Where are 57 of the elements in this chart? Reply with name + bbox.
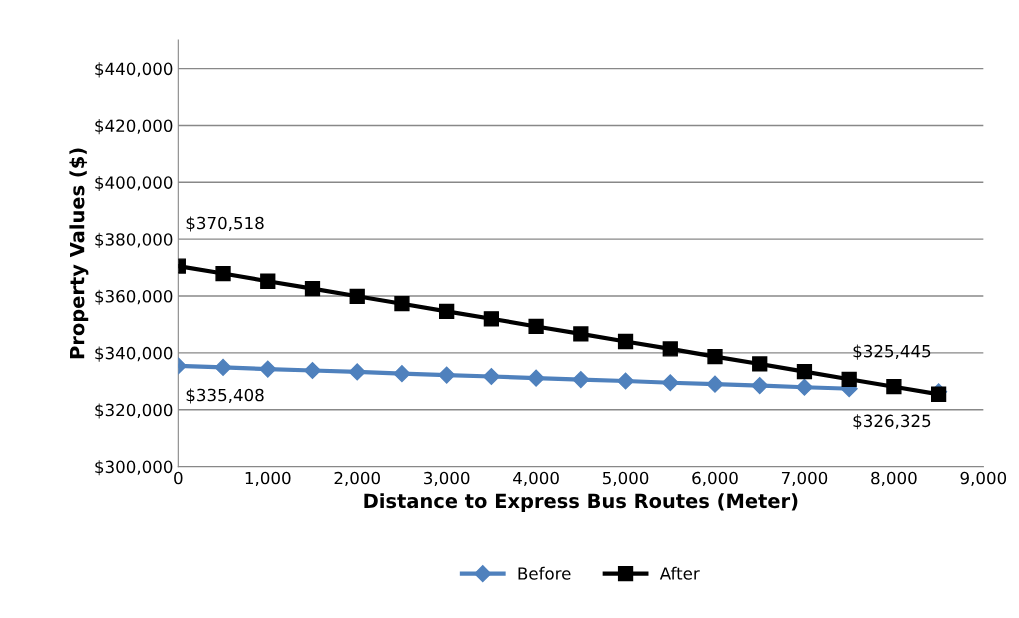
data-label: $335,408 xyxy=(186,388,264,404)
point xyxy=(707,348,723,365)
point xyxy=(930,386,947,402)
point xyxy=(438,366,456,384)
x-axis-title: Distance to Express Bus Routes (Meter) xyxy=(364,493,798,512)
x-tick-label: 6,000 xyxy=(692,471,738,487)
x-tick-label: 4,000 xyxy=(513,471,559,487)
x-tick-label: 7,000 xyxy=(781,471,828,487)
x-tick-label: 2,000 xyxy=(334,471,380,487)
y-tick-label: $360,000 xyxy=(95,289,173,305)
y-tick-label: $300,000 xyxy=(95,460,173,476)
legend-label: Before xyxy=(518,566,571,580)
point xyxy=(393,365,411,383)
y-tick-label: $420,000 xyxy=(95,119,173,135)
point xyxy=(573,326,589,342)
point xyxy=(304,280,321,297)
point xyxy=(528,318,544,335)
point xyxy=(259,360,277,378)
point xyxy=(348,363,366,381)
point xyxy=(752,356,768,372)
point xyxy=(751,377,769,395)
x-tick-label: 3,000 xyxy=(424,471,470,487)
point xyxy=(439,303,455,320)
x-tick-label: 8,000 xyxy=(871,471,917,487)
x-tick-label: 1,000 xyxy=(245,471,291,487)
point xyxy=(349,288,365,304)
point xyxy=(661,374,679,392)
legend-label: After xyxy=(659,566,700,580)
y-tick-label: $400,000 xyxy=(95,175,173,192)
data-label: $370,518 xyxy=(186,216,264,232)
point xyxy=(394,296,410,312)
point xyxy=(215,265,231,282)
point xyxy=(303,361,322,380)
y-tick-label: $340,000 xyxy=(95,346,173,362)
point xyxy=(796,364,813,380)
point xyxy=(617,333,634,350)
data-label: $326,325 xyxy=(853,414,931,430)
point xyxy=(482,367,500,386)
point xyxy=(617,372,635,390)
x-tick-label: 9,000 xyxy=(960,471,1007,487)
x-tick-label: 5,000 xyxy=(602,471,649,487)
point xyxy=(214,358,232,376)
y-tick-label: $440,000 xyxy=(95,62,173,78)
point xyxy=(483,311,500,327)
point xyxy=(795,378,813,396)
point xyxy=(886,379,902,395)
y-tick-label: $320,000 xyxy=(95,403,173,419)
x-tick-label: 0 xyxy=(174,471,183,485)
point xyxy=(572,371,590,389)
point xyxy=(527,369,545,387)
y-axis-title: Property Values ($) xyxy=(69,148,89,359)
y-tick-label: $380,000 xyxy=(95,232,173,248)
point xyxy=(841,371,857,387)
data-label: $325,445 xyxy=(853,344,931,360)
point xyxy=(662,341,678,357)
point xyxy=(260,273,276,289)
point xyxy=(706,375,724,393)
